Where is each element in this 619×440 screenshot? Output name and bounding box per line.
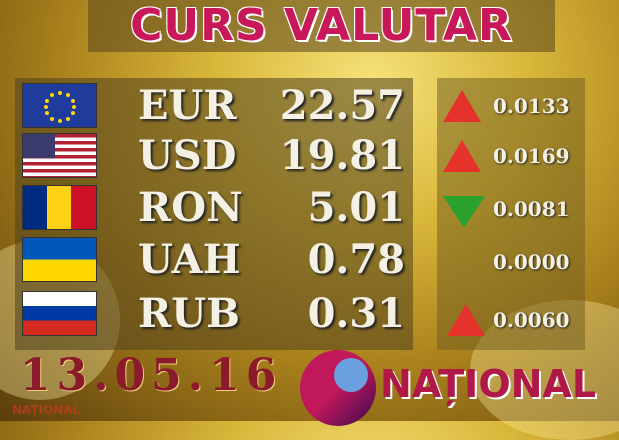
arrow-up-icon: [443, 90, 481, 122]
currency-rate: 0.78: [307, 236, 405, 283]
us-flag-icon: [22, 133, 97, 178]
arrow-up-icon: [443, 140, 481, 172]
change-value: 0.0169: [493, 144, 570, 168]
change-value: 0.0081: [493, 197, 570, 221]
currency-code: RUB: [138, 290, 240, 337]
rate-row-uah: UAH 0.78: [15, 237, 413, 282]
change-value: 0.0060: [493, 308, 570, 332]
change-row: 0.0169: [437, 136, 585, 176]
rate-row-rub: RUB 0.31: [15, 291, 413, 336]
arrow-down-icon: [443, 196, 485, 228]
currency-code: UAH: [138, 236, 241, 283]
brand-name: NAȚIONAL: [380, 362, 597, 406]
eu-flag-icon: [22, 83, 97, 128]
national-logo-icon: [300, 350, 376, 426]
change-row: 0.0133: [437, 86, 585, 126]
currency-code: EUR: [138, 82, 237, 129]
change-row: 0.0000: [437, 242, 585, 282]
date-label: 13.05.16: [20, 350, 283, 401]
currency-rate: 5.01: [307, 184, 405, 231]
changes-panel: 0.0133 0.0169 0.0081 0.0000 0.0060: [437, 78, 585, 350]
currency-rate: 22.57: [279, 82, 405, 129]
rate-row-eur: EUR 22.57: [15, 83, 413, 128]
change-row: 0.0081: [437, 189, 585, 229]
arrow-up-icon: [447, 304, 485, 336]
change-row: 0.0060: [437, 300, 585, 340]
ru-flag-icon: [22, 291, 97, 336]
watermark: NAȚIONAL: [12, 403, 81, 417]
ua-flag-icon: [22, 237, 97, 282]
rate-row-ron: RON 5.01: [15, 185, 413, 230]
currency-rate: 19.81: [279, 132, 405, 179]
ro-flag-icon: [22, 185, 97, 230]
rates-panel: EUR 22.57 USD 19.81 RON 5.01 UAH 0.78 RU…: [15, 78, 413, 350]
change-value: 0.0133: [493, 94, 570, 118]
currency-code: USD: [138, 132, 237, 179]
change-value: 0.0000: [493, 250, 570, 274]
rate-row-usd: USD 19.81: [15, 133, 413, 178]
page-title: CURS VALUTAR: [88, 0, 555, 52]
currency-rate: 0.31: [307, 290, 405, 337]
currency-code: RON: [138, 184, 243, 231]
